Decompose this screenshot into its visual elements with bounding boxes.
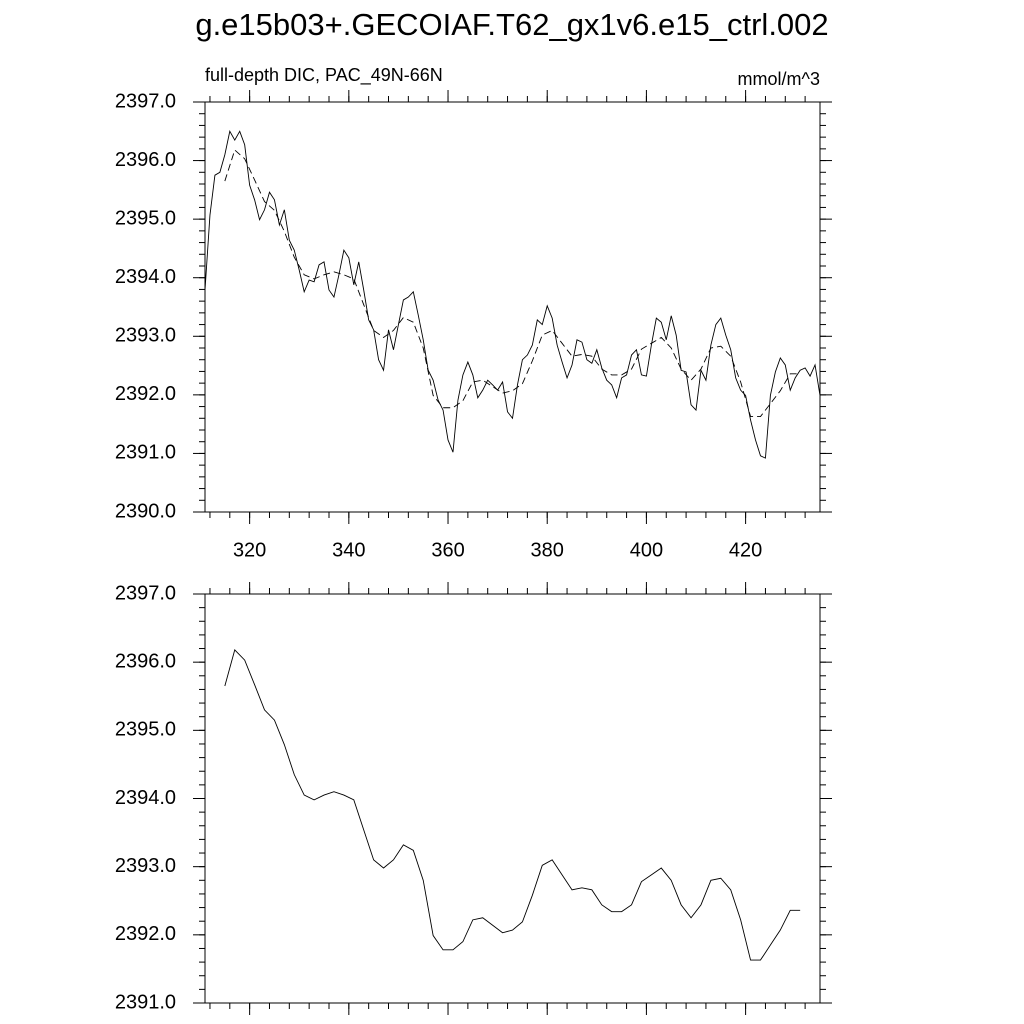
y-tick-label: 2392.0 <box>115 923 176 945</box>
x-tick-label: 320 <box>233 539 266 561</box>
plot-frame <box>204 593 821 1004</box>
subtitle-right: mmol/m^3 <box>738 69 820 89</box>
x-tick-label: 400 <box>630 539 663 561</box>
x-tick-label: 340 <box>332 539 365 561</box>
y-tick-label: 2397.0 <box>115 90 176 112</box>
y-tick-label: 2393.0 <box>115 325 176 347</box>
y-tick-label: 2392.0 <box>115 383 176 405</box>
y-tick-label: 2391.0 <box>115 991 176 1013</box>
plot-frame <box>204 101 821 513</box>
x-tick-label: 380 <box>531 539 564 561</box>
y-tick-label: 2395.0 <box>115 719 176 741</box>
x-tick-label: 360 <box>431 539 464 561</box>
subtitle-left: full-depth DIC, PAC_49N-66N <box>205 65 443 86</box>
y-tick-label: 2393.0 <box>115 855 176 877</box>
y-tick-label: 2396.0 <box>115 149 176 171</box>
y-tick-label: 2394.0 <box>115 266 176 288</box>
data-line <box>224 149 801 417</box>
x-tick-label: 420 <box>729 539 762 561</box>
y-tick-label: 2390.0 <box>115 500 176 522</box>
data-line <box>224 649 801 961</box>
y-tick-label: 2396.0 <box>115 650 176 672</box>
y-tick-label: 2394.0 <box>115 787 176 809</box>
data-line <box>204 130 821 459</box>
y-tick-label: 2397.0 <box>115 582 176 604</box>
page-title: g.e15b03+.GECOIAF.T62_gx1v6.e15_ctrl.002 <box>195 7 828 42</box>
y-tick-label: 2391.0 <box>115 442 176 464</box>
y-tick-label: 2395.0 <box>115 207 176 229</box>
